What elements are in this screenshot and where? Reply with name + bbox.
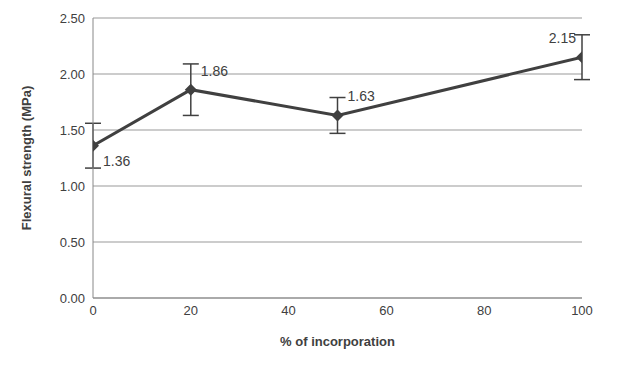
svg-text:% of incorporation: % of incorporation	[280, 334, 395, 349]
svg-text:60: 60	[379, 303, 393, 318]
svg-text:2.15: 2.15	[549, 30, 576, 46]
svg-text:0: 0	[89, 303, 96, 318]
svg-text:Flexural strength (MPa): Flexural strength (MPa)	[19, 86, 34, 230]
svg-text:100: 100	[571, 303, 593, 318]
svg-text:0.00: 0.00	[60, 291, 85, 306]
svg-text:1.86: 1.86	[201, 63, 228, 79]
svg-text:2.50: 2.50	[60, 11, 85, 26]
svg-text:1.00: 1.00	[60, 179, 85, 194]
svg-text:0.50: 0.50	[60, 235, 85, 250]
svg-text:1.63: 1.63	[348, 88, 375, 104]
svg-text:20: 20	[184, 303, 198, 318]
svg-text:40: 40	[281, 303, 295, 318]
svg-text:1.36: 1.36	[103, 153, 130, 169]
svg-text:1.50: 1.50	[60, 123, 85, 138]
svg-text:2.00: 2.00	[60, 67, 85, 82]
svg-text:80: 80	[477, 303, 491, 318]
